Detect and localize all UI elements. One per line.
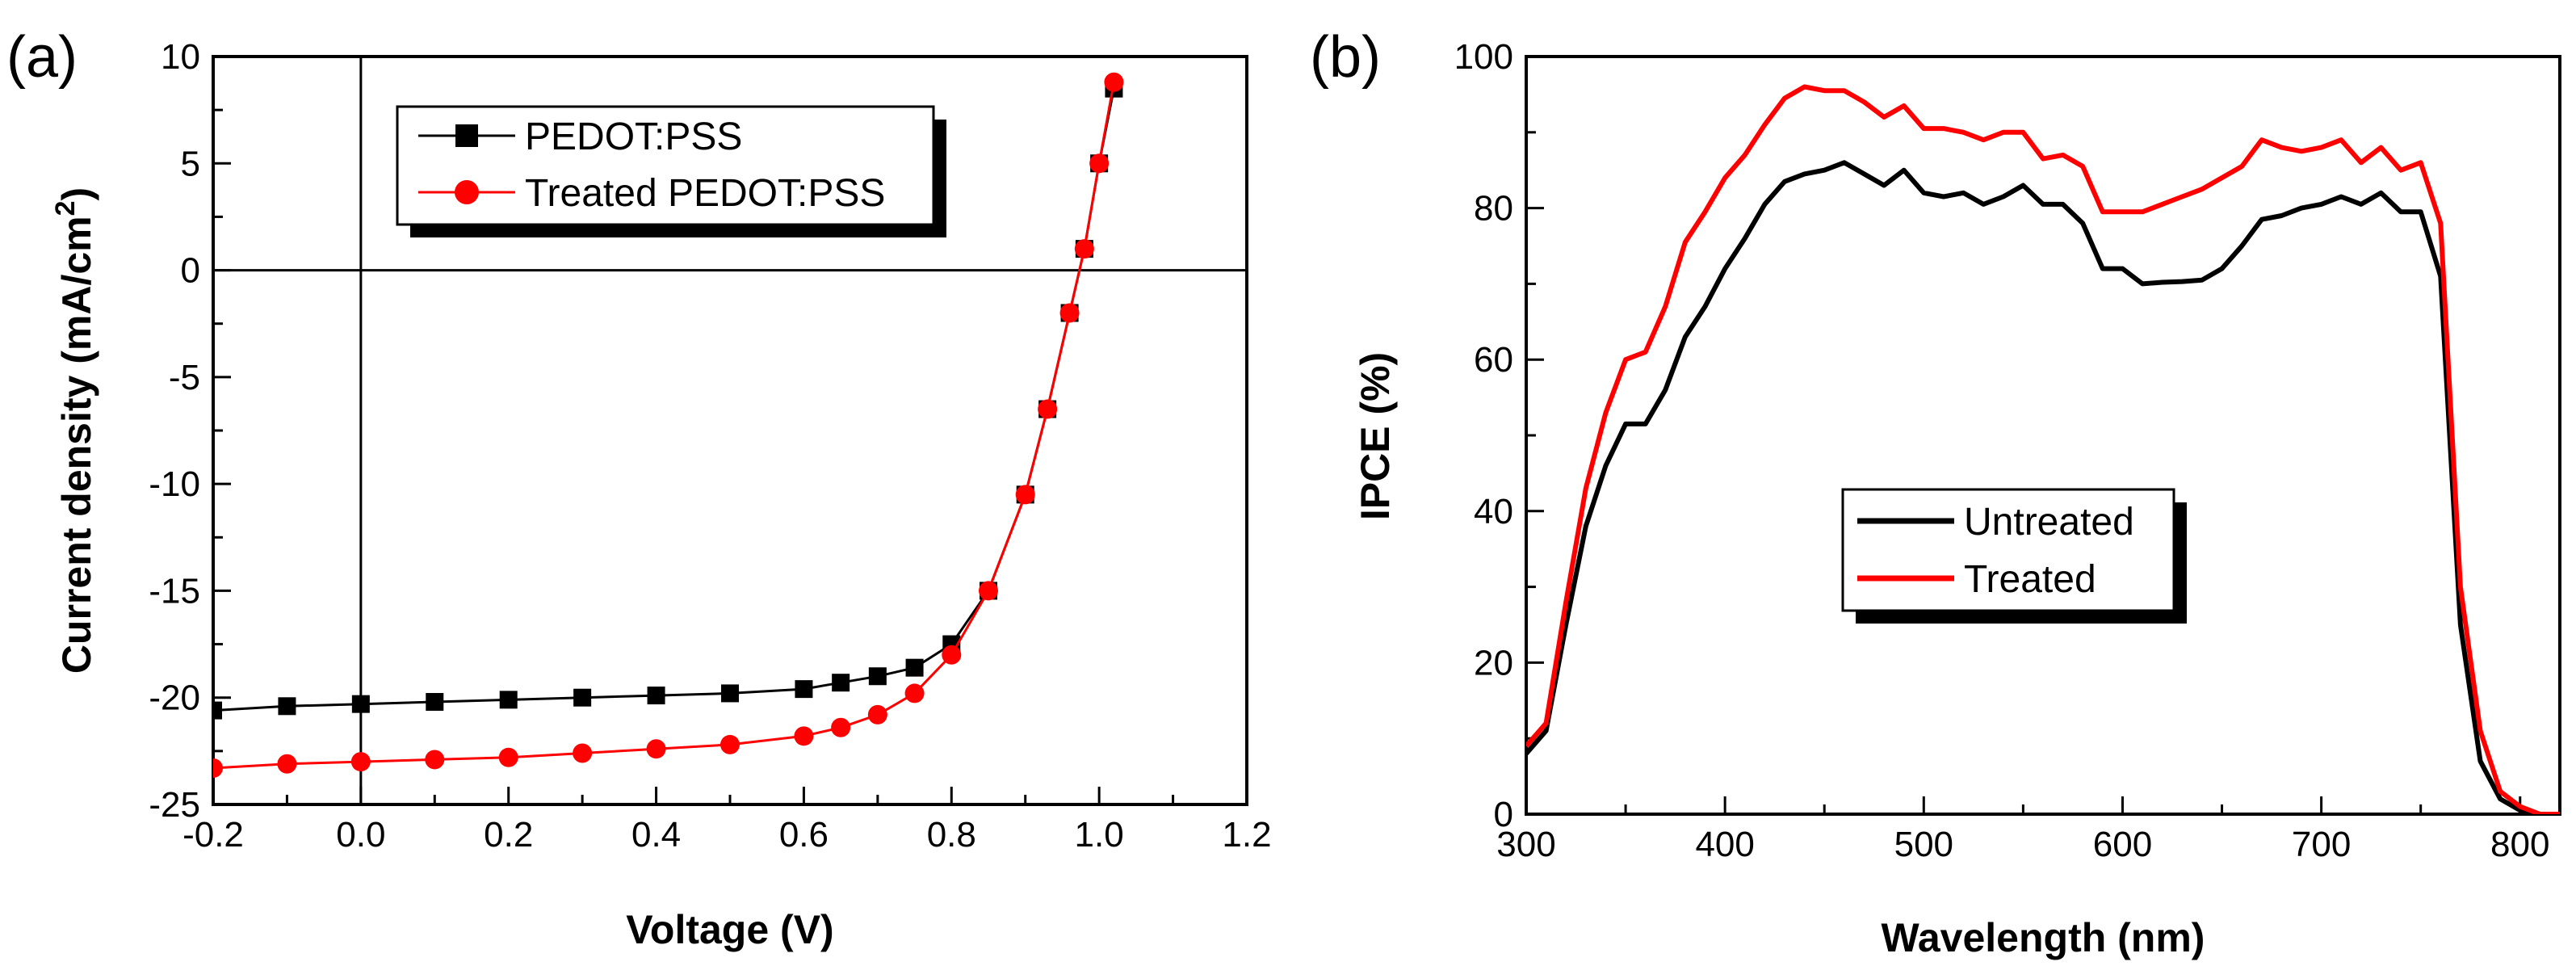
legend-label-treated: Treated (1964, 558, 2096, 601)
data-point-circle (720, 734, 740, 754)
data-point-circle (573, 743, 593, 763)
y-tick-label: 20 (1474, 643, 1513, 682)
panel-b-x-ticks: 300 400 500 600 700 800 (1496, 796, 2549, 864)
panel-a-label: (a) (6, 25, 78, 90)
data-point-circle (1038, 399, 1058, 419)
data-point-circle (1059, 303, 1080, 323)
x-tick-label: 400 (1695, 825, 1754, 864)
data-point-square (868, 667, 887, 686)
x-tick-label: 1.2 (1222, 815, 1271, 855)
data-point-circle (1089, 153, 1110, 174)
panel-a-y-axis-title-main: Current density (mA/cm (54, 216, 99, 674)
data-point-square (905, 658, 924, 677)
x-tick-label: -0.2 (183, 815, 244, 855)
x-tick-label: 500 (1894, 825, 1953, 864)
series-line (1526, 160, 2560, 814)
data-point-circle (1074, 239, 1094, 259)
panel-a-y-axis-title-superscript: 2 (50, 200, 81, 216)
legend-box (1841, 488, 2175, 612)
x-tick-label: 1.0 (1075, 815, 1124, 855)
data-point-circle (1015, 485, 1035, 505)
x-tick-label: 0.4 (631, 815, 681, 855)
panel-a-y-axis-title: Current density (mA/cm2) (50, 187, 99, 674)
x-tick-label: 700 (2292, 825, 2351, 864)
y-tick-label: 40 (1474, 492, 1513, 531)
data-point-circle (979, 581, 998, 601)
data-point-square (499, 691, 518, 709)
y-tick-label: 0 (1494, 795, 1513, 834)
data-point-square (426, 693, 444, 712)
data-point-circle (942, 645, 962, 665)
data-point-circle (277, 754, 297, 774)
legend-square-marker (455, 124, 478, 147)
panel-b-legend: Untreated Treated (1841, 488, 2187, 624)
panel-b-ipce: (b) 300 400 500 600 700 800 0 20 40 60 80 100 Wave… (1310, 25, 2561, 960)
panel-a-y-axis-title-end: ) (54, 187, 99, 201)
legend-label-pedot: PEDOT:PSS (525, 116, 742, 158)
y-tick-label: -25 (149, 785, 200, 825)
data-point-square (795, 680, 813, 699)
panel-a-legend: PEDOT:PSS Treated PEDOT:PSS (396, 105, 946, 237)
y-tick-label: 0 (181, 251, 200, 291)
y-tick-label: -5 (169, 358, 200, 397)
legend-circle-marker (455, 180, 479, 204)
legend-label-untreated: Untreated (1964, 501, 2134, 544)
series-line (213, 82, 1115, 770)
data-point-square (213, 701, 222, 720)
data-point-circle (350, 752, 371, 772)
y-tick-label: 100 (1454, 37, 1513, 77)
legend-box (396, 105, 935, 226)
data-point-square (278, 697, 296, 716)
panel-b-y-axis-title: IPCE (%) (1353, 352, 1398, 520)
x-tick-label: 0.2 (484, 815, 533, 855)
x-tick-label: 600 (2093, 825, 2152, 864)
x-tick-label: 800 (2490, 825, 2549, 864)
data-point-square (573, 688, 592, 707)
data-point-circle (904, 683, 925, 704)
data-point-circle (498, 747, 518, 767)
data-point-circle (831, 717, 851, 737)
panel-a-reference-lines (213, 57, 1247, 804)
y-tick-label: -10 (149, 464, 200, 504)
series-treated-pedot-pss (213, 72, 1124, 779)
data-point-square (721, 684, 739, 703)
data-point-circle (213, 758, 223, 779)
panel-a-iv-curve: (a) -0.2 0.0 0.2 0.4 0.6 0.8 1.0 1.2 -25-20-15-… (6, 25, 1272, 952)
y-tick-label: 5 (181, 144, 200, 183)
panel-b-series (1526, 84, 2560, 814)
data-point-circle (646, 739, 666, 759)
panel-a-x-ticks: -0.2 0.0 0.2 0.4 0.6 0.8 1.0 1.2 (183, 787, 1272, 855)
series-treated (1526, 84, 2560, 814)
data-point-circle (867, 704, 887, 724)
data-point-square (351, 695, 370, 713)
y-tick-label: -15 (149, 571, 200, 611)
data-point-square (647, 687, 665, 705)
legend-label-treated-pedot: Treated PEDOT:PSS (525, 172, 885, 215)
y-tick-label: 80 (1474, 189, 1513, 229)
y-tick-label: 60 (1474, 340, 1513, 380)
x-tick-label: 0.8 (927, 815, 976, 855)
panel-b-y-ticks: 0 20 40 60 80 100 (1454, 37, 1544, 834)
y-tick-label: 10 (161, 37, 200, 77)
data-point-circle (425, 750, 445, 770)
y-tick-label: -20 (149, 678, 200, 718)
panel-b-label: (b) (1310, 25, 1381, 90)
x-tick-label: 300 (1496, 825, 1555, 864)
panel-a-series (213, 72, 1124, 779)
panel-a-x-axis-title: Voltage (V) (626, 907, 833, 952)
series-untreated (1526, 160, 2560, 814)
panel-a-y-ticks: -25 -20 -15 -10 -5 0 5 10 (149, 37, 231, 825)
data-point-circle (1104, 72, 1124, 92)
x-tick-label: 0.6 (779, 815, 829, 855)
data-point-square (832, 674, 850, 692)
data-point-circle (794, 726, 814, 746)
x-tick-label: 0.0 (336, 815, 385, 855)
series-line (1526, 84, 2560, 814)
panel-b-x-axis-title: Wavelength (nm) (1882, 915, 2205, 960)
